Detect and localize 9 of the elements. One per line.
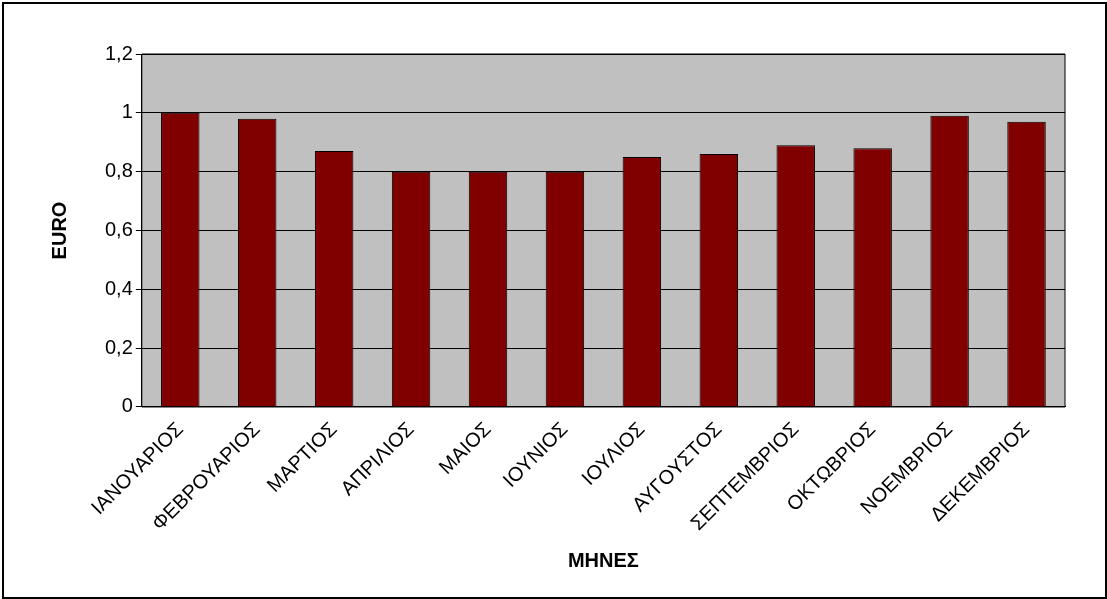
y-tick-label: 1,2 — [104, 41, 133, 64]
y-axis-title: EURO — [47, 201, 70, 260]
y-tick-label: 0,6 — [104, 218, 133, 241]
y-tick-label: 1 — [121, 100, 133, 123]
y-tick-label: 0,2 — [104, 335, 133, 358]
y-tick-label: 0 — [121, 394, 133, 417]
y-tick-label: 0,4 — [104, 276, 133, 299]
y-tick-label: 0,8 — [104, 159, 133, 182]
x-axis-title: ΜΗΝΕΣ — [567, 548, 639, 571]
